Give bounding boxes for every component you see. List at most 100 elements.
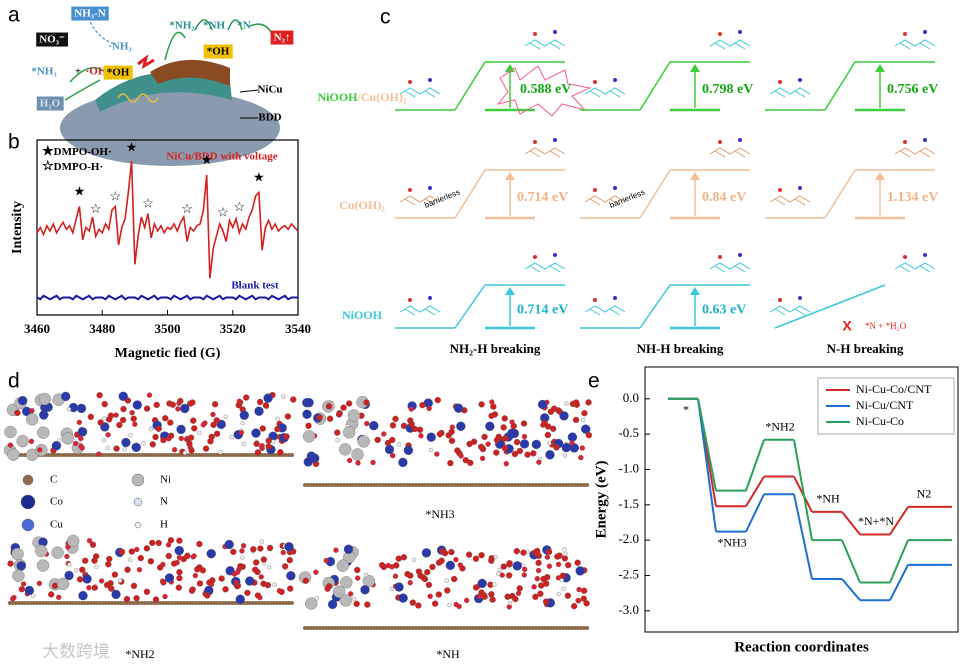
atom <box>578 454 584 461</box>
graphene-atom <box>471 626 475 630</box>
schematic-label: *NH₂ <box>169 20 195 32</box>
atom <box>137 554 144 562</box>
atom <box>79 445 85 451</box>
graphene-atom <box>260 601 264 605</box>
atom <box>132 421 138 427</box>
graphene-atom <box>146 601 150 605</box>
graphene-atom <box>170 601 174 605</box>
atom <box>204 592 211 599</box>
graphene-atom <box>477 483 481 487</box>
graphene-atom <box>483 626 487 630</box>
atom <box>11 547 24 561</box>
graphene-atom <box>570 626 574 630</box>
graphene-atom <box>363 483 367 487</box>
connector <box>745 439 765 492</box>
atom <box>541 419 548 427</box>
graphene-atom <box>573 483 577 487</box>
atom <box>562 547 567 552</box>
graphene-atom <box>384 626 388 630</box>
x-tick-label: 3540 <box>285 321 311 336</box>
profile <box>639 61 671 111</box>
graphene-atom <box>378 483 382 487</box>
connector <box>745 476 765 507</box>
graphene-atom <box>414 626 418 630</box>
graphene-atom <box>281 601 285 605</box>
panel-label: b <box>8 131 20 154</box>
atom <box>485 421 495 431</box>
atom <box>575 597 581 604</box>
graphene-atom <box>399 483 403 487</box>
legend-label: Co <box>50 496 63 508</box>
graphene-atom <box>558 626 562 630</box>
atom <box>192 572 199 579</box>
graphene-atom <box>363 626 367 630</box>
graphene-atom <box>143 601 147 605</box>
row-label-part: NiOOH <box>342 308 383 322</box>
atom <box>453 601 459 608</box>
graphene-atom <box>53 453 57 457</box>
graphene-atom <box>573 626 577 630</box>
row-label-part: /Cu(OH)₂ <box>357 90 407 104</box>
atom <box>51 546 64 559</box>
graphene-atom <box>486 626 490 630</box>
atom <box>64 553 70 560</box>
series-label: NiCu/BDD with voltage <box>166 151 277 163</box>
atom <box>447 459 454 467</box>
atom <box>152 596 160 603</box>
atom <box>210 421 217 429</box>
atom <box>533 32 537 36</box>
graphene-atom <box>209 453 213 457</box>
atom <box>165 552 172 560</box>
graphene-atom <box>98 601 102 605</box>
atom <box>194 566 201 573</box>
atom <box>277 449 284 456</box>
atom <box>271 439 276 444</box>
atom <box>500 424 507 431</box>
atom <box>533 140 537 144</box>
schematic-label: NO₃⁻ <box>39 34 65 46</box>
graphene-atom <box>381 483 385 487</box>
connector <box>841 511 861 536</box>
atom <box>485 441 491 447</box>
graphene-atom <box>384 483 388 487</box>
atom <box>429 563 436 571</box>
atom <box>550 425 557 432</box>
graphene-atom <box>465 626 469 630</box>
structure <box>584 305 626 316</box>
schematic-label: *OH <box>107 67 130 79</box>
y-tick-label: -1.5 <box>618 496 639 511</box>
atom <box>326 415 334 422</box>
atom <box>82 574 92 584</box>
graphene-atom <box>585 483 589 487</box>
row-label: Cu(OH)₂ <box>339 198 385 212</box>
atom <box>340 404 347 411</box>
graphene-atom <box>489 626 493 630</box>
graphene-atom <box>318 483 322 487</box>
graphene-atom <box>528 483 532 487</box>
graphene-atom <box>549 626 553 630</box>
graphene-atom <box>396 483 400 487</box>
atom <box>189 399 196 406</box>
graphene-atom <box>83 453 87 457</box>
peak-marker: ★ <box>201 152 213 167</box>
label-box <box>270 30 294 45</box>
schematic-label: *NH <box>203 20 225 32</box>
graphene-atom <box>582 626 586 630</box>
atom <box>524 451 531 458</box>
atom <box>571 603 578 610</box>
atom <box>327 599 338 610</box>
atom <box>472 584 480 591</box>
atom <box>31 593 36 598</box>
atom <box>360 585 370 595</box>
atom <box>545 548 553 555</box>
graphene-atom <box>212 601 216 605</box>
graphene-atom <box>345 626 349 630</box>
atom <box>167 419 174 426</box>
atom <box>259 539 264 544</box>
atom <box>393 562 400 569</box>
graphene-atom <box>411 483 415 487</box>
atom <box>551 405 558 412</box>
graphene-atom <box>351 483 355 487</box>
atom <box>175 406 181 412</box>
